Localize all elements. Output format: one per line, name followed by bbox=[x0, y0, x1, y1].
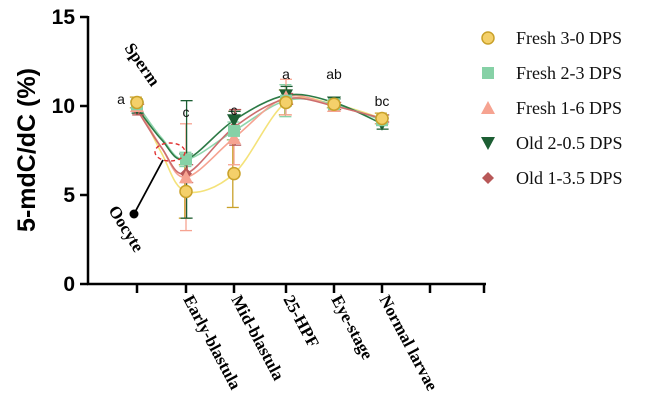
significance-letter: ab bbox=[326, 66, 342, 82]
data-point-square bbox=[180, 153, 192, 166]
data-point-triangle-up bbox=[227, 131, 241, 145]
oocyte-pointer-dot bbox=[129, 209, 139, 219]
oocyte-highlight-ellipse bbox=[154, 142, 186, 162]
y-tick-label-0: 0 bbox=[63, 273, 75, 296]
legend-label: Fresh 3-0 DPS bbox=[516, 28, 622, 48]
significance-letter: c bbox=[183, 104, 190, 120]
x-category-label: 25-HPF bbox=[279, 292, 322, 351]
significance-letter: a bbox=[117, 91, 125, 107]
legend-marker-triangle-up bbox=[481, 101, 495, 114]
legend: Fresh 3-0 DPS Fresh 2-3 DPS Fresh 1-6 DPS O… bbox=[481, 28, 623, 188]
data-point-circle bbox=[130, 95, 144, 110]
legend-marker-diamond bbox=[482, 172, 494, 184]
sperm-annotation: Sperm bbox=[121, 39, 164, 89]
y-tick-label-10: 10 bbox=[52, 95, 75, 118]
data-point-circle bbox=[375, 111, 389, 126]
significance-letter: c bbox=[231, 102, 238, 118]
data-point-circle bbox=[279, 95, 293, 110]
legend-label: Old 1-3.5 DPS bbox=[516, 168, 623, 188]
data-point-triangle-up bbox=[179, 170, 193, 184]
legend-label: Fresh 1-6 DPS bbox=[516, 98, 622, 118]
legend-marker-circle bbox=[481, 31, 495, 45]
data-point-square bbox=[228, 124, 240, 137]
legend-marker-square bbox=[482, 67, 494, 79]
significance-letter: a bbox=[282, 66, 290, 82]
y-axis-title: 5-mdC/dC (%) bbox=[13, 68, 41, 232]
fit-curve-1 bbox=[136, 96, 383, 194]
oocyte-pointer-line bbox=[133, 159, 164, 215]
y-tick-label-5: 5 bbox=[63, 184, 75, 207]
x-category-label: Normal larvae bbox=[375, 292, 441, 394]
data-point-circle bbox=[327, 97, 341, 111]
legend-label: Fresh 2-3 DPS bbox=[516, 63, 622, 83]
data-point-triangle-down bbox=[227, 114, 241, 128]
data-point-circle bbox=[179, 184, 193, 199]
fit-curve-4 bbox=[136, 93, 383, 161]
legend-marker-triangle-down bbox=[481, 137, 495, 150]
x-category-label: Eye-stage bbox=[327, 292, 377, 363]
data-point-circle bbox=[227, 166, 241, 181]
oocyte-annotation: Oocyte bbox=[105, 202, 148, 256]
fit-curve-5 bbox=[136, 97, 383, 175]
legend-label: Old 2-0.5 DPS bbox=[516, 133, 623, 153]
significance-letter: bc bbox=[375, 93, 390, 109]
y-tick-label-15: 15 bbox=[52, 6, 76, 29]
